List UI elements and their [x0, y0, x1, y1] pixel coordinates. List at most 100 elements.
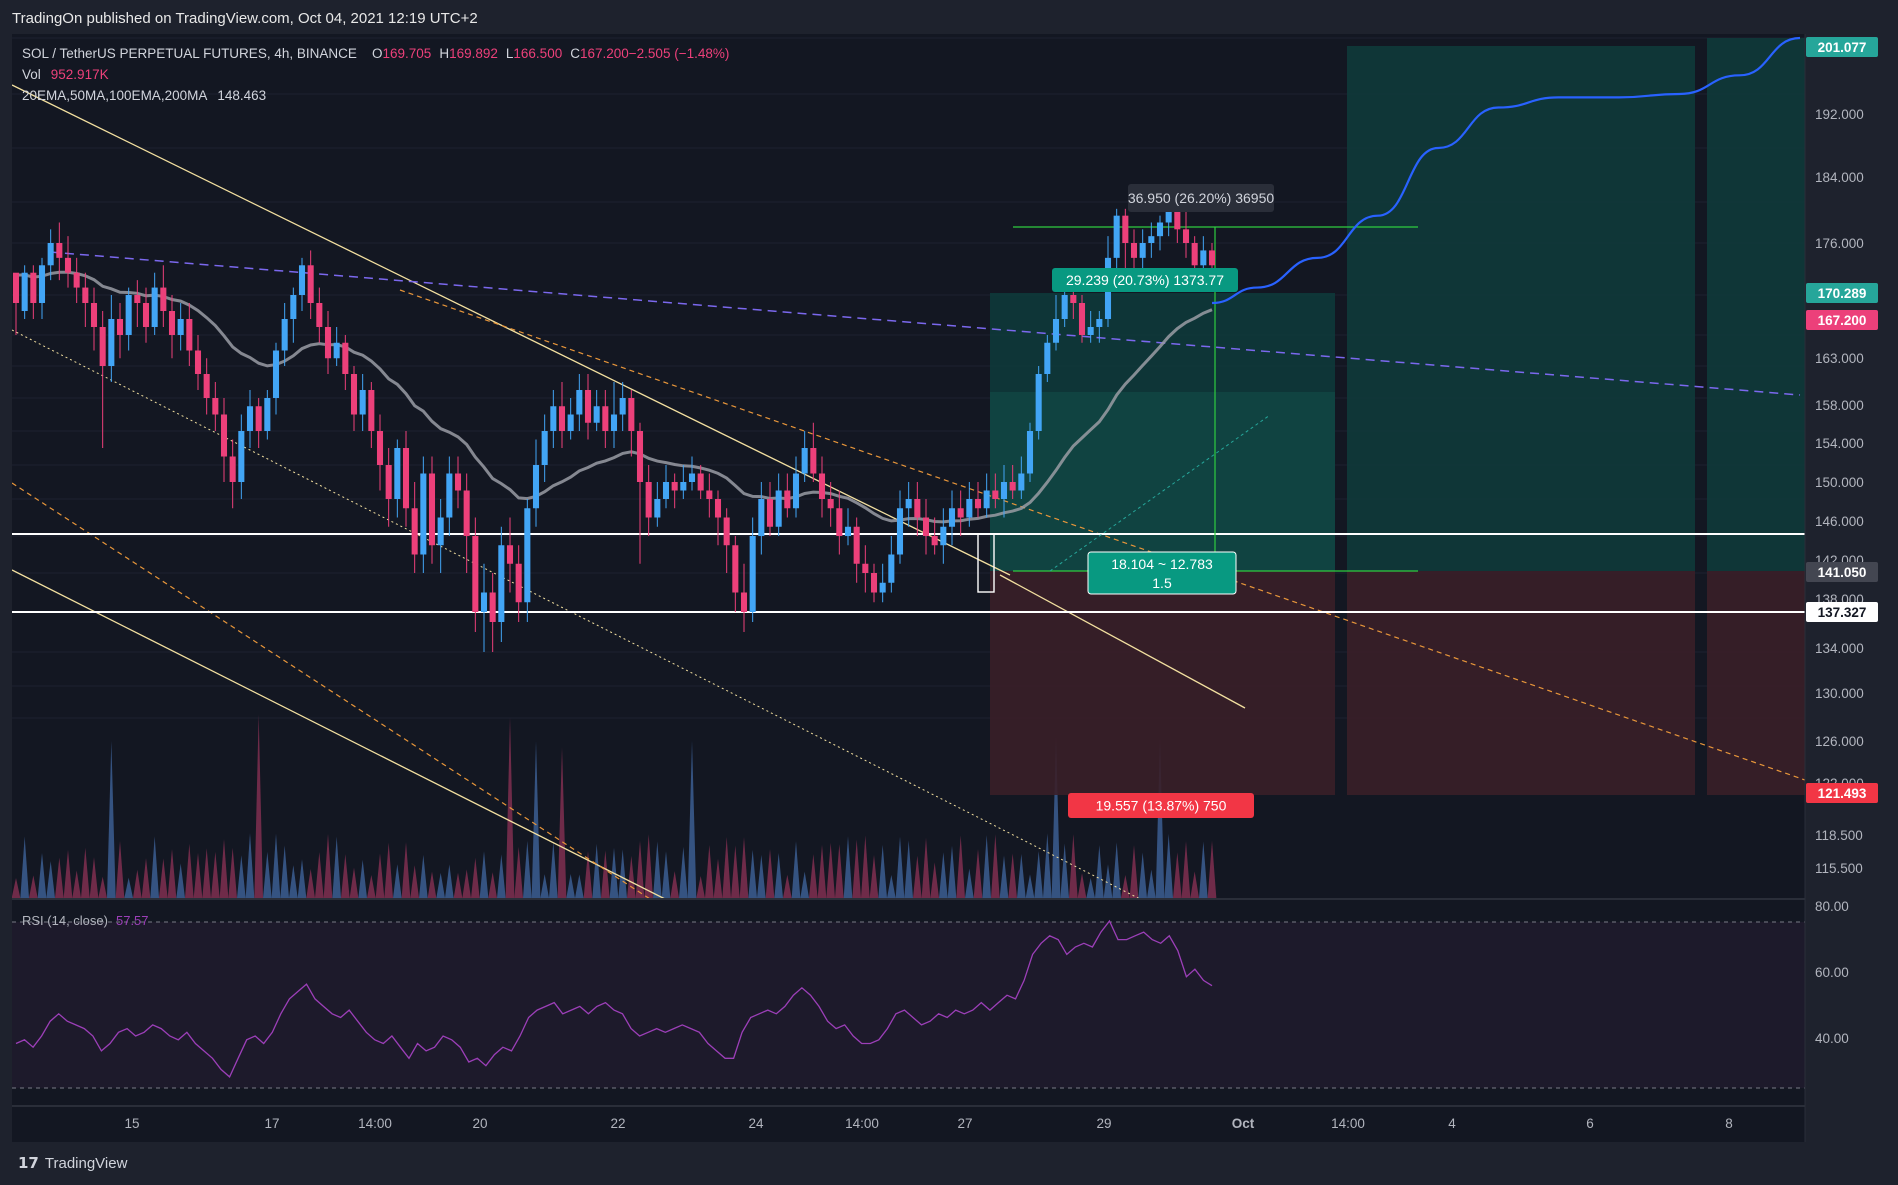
target-zone-3	[1707, 38, 1805, 571]
candle-body	[706, 490, 713, 499]
time-axis[interactable]: 15 17 14:00 20 22 24 14:00 27 29 Oct 14:00 4 6 8	[124, 1116, 1732, 1131]
moving-average	[15, 270, 1213, 524]
candle-body	[116, 319, 124, 335]
position-zones[interactable]	[990, 38, 1805, 795]
candle-body	[454, 473, 462, 491]
volume-bar	[1043, 833, 1052, 898]
tradingview-brand[interactable]: 17 TradingView	[18, 1154, 127, 1172]
volume-bar	[635, 840, 645, 898]
volume-bar	[419, 854, 428, 898]
candle-body	[662, 482, 670, 499]
orange-dashed-line-lower	[12, 482, 651, 899]
forecast-path[interactable]	[1211, 36, 1801, 305]
candle-body	[47, 243, 54, 266]
candle-body	[1035, 374, 1042, 431]
candle-body	[255, 406, 262, 431]
volume-bar	[705, 844, 714, 898]
candle-body	[896, 508, 904, 555]
price-axis[interactable]: 200.000192.000184.000176.000170.000163.0…	[1804, 34, 1878, 1142]
volume-bar	[219, 839, 229, 898]
purple-resistance-line	[49, 251, 1801, 396]
volume-bar	[540, 874, 549, 898]
time-tick: 17	[264, 1116, 279, 1131]
volume-bar	[245, 833, 255, 898]
price-tick: 126.000	[1815, 734, 1864, 749]
volume-bar	[445, 864, 454, 898]
volume-bar	[1155, 738, 1165, 898]
volume-bar	[254, 714, 263, 898]
candle-body	[836, 508, 843, 536]
volume-bar	[1034, 851, 1043, 898]
candle-body	[550, 406, 557, 431]
volume-bar	[1190, 871, 1199, 898]
legend-ma: 20EMA,50MA,100EMA,200MA 148.463	[22, 88, 266, 103]
candle-body	[307, 265, 314, 303]
candle-body	[628, 398, 635, 431]
candle-body	[1122, 215, 1129, 243]
candle-body	[576, 390, 583, 415]
volume-bar	[159, 858, 168, 898]
candle-body	[1026, 431, 1034, 474]
channel-line-lower	[12, 569, 666, 899]
volume-bar	[367, 875, 376, 898]
stop-zone-2	[1347, 571, 1695, 795]
time-tick: 4	[1448, 1116, 1456, 1131]
volume-bar	[973, 849, 983, 898]
price-badge: 141.050	[1818, 565, 1867, 580]
volume-bar	[323, 833, 333, 898]
channel-line-tail	[999, 574, 1246, 709]
candle-body	[1096, 319, 1103, 327]
candle-body	[480, 592, 488, 612]
breakout-box	[977, 533, 995, 593]
candle-body	[64, 257, 72, 273]
candle-body	[125, 295, 132, 335]
trendlines[interactable]	[12, 84, 1805, 899]
candle-body	[862, 563, 869, 573]
candle-body	[1087, 327, 1094, 335]
price-badge: 170.289	[1818, 286, 1867, 301]
measure-label-bg	[1128, 184, 1274, 212]
candle-body	[1113, 215, 1120, 258]
price-tick: 115.500	[1815, 861, 1863, 876]
candle-body	[1078, 303, 1086, 335]
candle-body	[636, 431, 644, 482]
volume-bar	[852, 839, 861, 898]
volume-bar	[947, 845, 957, 898]
candle-body	[324, 327, 332, 359]
price-tick: 176.000	[1815, 236, 1864, 251]
candle-body	[168, 311, 176, 335]
volume-bar	[679, 846, 688, 898]
volume-bar	[29, 875, 38, 898]
volume-bar	[133, 869, 142, 898]
volume-bar	[1060, 843, 1069, 898]
price-badge: 201.077	[1818, 40, 1867, 55]
volume-bar	[341, 854, 350, 898]
time-tick: 14:00	[845, 1116, 879, 1131]
volume-bar	[37, 852, 47, 898]
candle-body	[732, 545, 739, 593]
measure-label: 36.950 (26.20%) 36950	[1128, 190, 1275, 206]
annotations[interactable]: 36.950 (26.20%) 36950 29.239 (20.73%) 137…	[1052, 184, 1274, 818]
candle-body	[281, 319, 288, 351]
time-tick: Oct	[1232, 1116, 1255, 1131]
time-tick: 15	[124, 1116, 139, 1131]
volume-bar	[670, 871, 679, 898]
candle-body	[428, 473, 436, 546]
volume-bar	[393, 864, 402, 898]
volume-bar	[687, 740, 697, 898]
ratio-label: 18.104 ~ 12.783	[1111, 556, 1213, 572]
volume-bar	[98, 876, 107, 898]
candle-body	[38, 265, 46, 303]
time-tick: 29	[1096, 1116, 1111, 1131]
candle-body	[610, 414, 618, 431]
candle-body	[160, 287, 167, 311]
candle-body	[784, 490, 791, 509]
volume-bar	[895, 836, 905, 898]
price-badge-bg	[1806, 602, 1878, 622]
candle-body	[645, 482, 652, 518]
volume-bar	[89, 857, 99, 898]
candle-body	[12, 272, 20, 303]
candle-body	[1052, 319, 1060, 343]
volume-bar	[1017, 854, 1026, 898]
